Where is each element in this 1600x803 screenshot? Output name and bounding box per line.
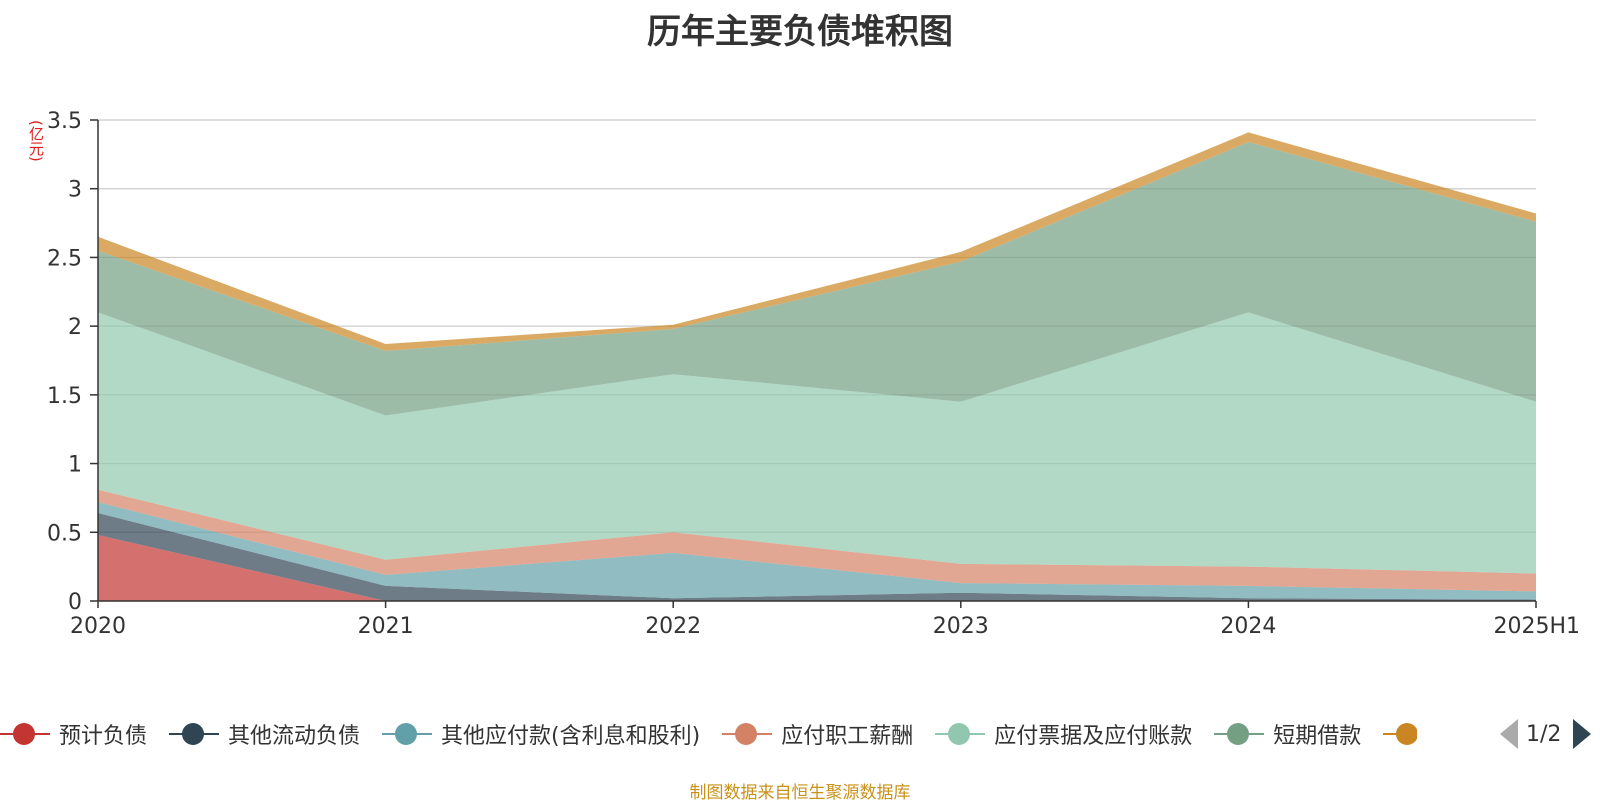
legend-next-icon[interactable] <box>1573 719 1592 749</box>
legend-marker-icon <box>935 722 986 746</box>
y-tick-label: 3 <box>68 178 82 203</box>
area-1 <box>98 535 1536 601</box>
y-axis-unit-label: (亿元) <box>27 120 45 162</box>
area-6 <box>98 142 1536 416</box>
legend-item[interactable]: 其他应付款(含利息和股利) <box>382 718 700 750</box>
legend-label: 预计负债 <box>59 724 148 749</box>
legend-item[interactable]: 短期借款 <box>1214 718 1361 750</box>
legend-marker-icon <box>1383 722 1418 746</box>
legend-item[interactable]: 应付票据及应付账款 <box>935 718 1192 750</box>
legend-item[interactable] <box>1383 722 1418 746</box>
x-tick-label: 2020 <box>70 614 126 639</box>
stacked-area-chart: 2020 2021 2022 2023 2024 2025H1 0 0.5 1 1.5 2 2.5 3… <box>47 109 1580 639</box>
y-tick-label: 0.5 <box>47 521 82 546</box>
y-tick-label: 1.5 <box>47 384 82 409</box>
legend-label: 其他流动负债 <box>228 724 361 749</box>
legend-marker-icon <box>722 722 773 746</box>
legend: 预计负债 其他流动负债 其他应付款(含利息和股利) 应付职工薪酬 应付票据及应付账款 短期… <box>0 716 1600 752</box>
legend-item[interactable]: 预计负债 <box>0 718 147 750</box>
legend-item[interactable]: 其他流动负债 <box>169 718 360 750</box>
legend-page-indicator: 1/2 <box>1526 721 1562 747</box>
legend-item[interactable]: 应付职工薪酬 <box>722 718 913 750</box>
legend-label: 应付职工薪酬 <box>781 724 914 749</box>
y-tick-label: 2 <box>68 315 82 340</box>
legend-label: 短期借款 <box>1273 724 1362 749</box>
legend-pager: 1/2 <box>1500 716 1592 752</box>
y-tick-label: 1 <box>68 453 82 478</box>
area-5 <box>98 312 1536 574</box>
x-tick-label: 2022 <box>645 614 701 639</box>
y-tick-label: 3.5 <box>47 109 82 134</box>
area-4 <box>98 489 1536 592</box>
legend-marker-icon <box>382 722 433 746</box>
legend-label: 应付票据及应付账款 <box>994 724 1193 749</box>
y-tick-labels: 0 0.5 1 1.5 2 2.5 3 3.5 <box>47 109 82 615</box>
area-3 <box>98 502 1536 600</box>
legend-marker-icon <box>0 722 50 746</box>
chart-title: 历年主要负债堆积图 <box>647 12 953 52</box>
x-tick-labels: 2020 2021 2022 2023 2024 2025H1 <box>70 601 1580 639</box>
x-tick-label: 2025H1 <box>1493 614 1580 639</box>
data-source-note: 制图数据来自恒生聚源数据库 <box>689 783 911 803</box>
y-tick-label: 2.5 <box>47 246 82 271</box>
x-tick-label: 2021 <box>358 614 414 639</box>
axes <box>97 120 1536 602</box>
legend-prev-icon[interactable] <box>1500 719 1518 749</box>
legend-marker-icon <box>169 722 220 746</box>
legend-label: 其他应付款(含利息和股利) <box>441 724 701 749</box>
x-tick-label: 2023 <box>933 614 989 639</box>
legend-marker-icon <box>1214 722 1265 746</box>
area-series <box>98 132 1536 601</box>
y-tick-label: 0 <box>68 590 82 615</box>
x-tick-label: 2024 <box>1220 614 1276 639</box>
